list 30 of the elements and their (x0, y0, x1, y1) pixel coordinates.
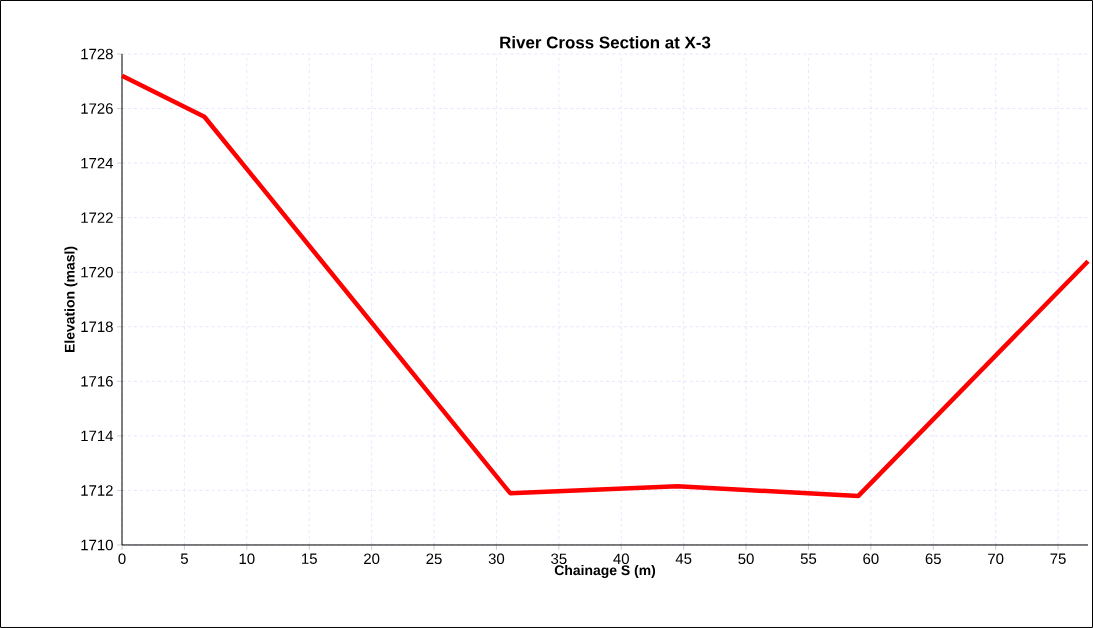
x-tick-label: 40 (613, 553, 629, 565)
x-tick-label: 70 (988, 553, 1004, 565)
y-tick-label: 1718 (81, 321, 113, 333)
x-tick-label: 45 (675, 553, 692, 564)
y-tick-label: 1714 (81, 430, 114, 442)
chart-title: River Cross Section at X-3 (500, 36, 711, 49)
x-tick-label: 5 (180, 553, 188, 564)
y-tick-label: 1720 (81, 266, 113, 278)
x-tick-label: 60 (863, 553, 879, 565)
y-axis-title: Elevation (masl) (64, 246, 78, 353)
x-tick-label: 75 (1050, 553, 1066, 564)
y-tick-label: 1722 (81, 212, 113, 223)
y-tick-label: 1710 (81, 539, 113, 551)
x-tick-label: 35 (551, 553, 567, 565)
x-tick-label: 55 (800, 553, 817, 564)
y-tick-label: 1716 (81, 376, 113, 387)
y-tick-label: 1726 (81, 103, 113, 114)
x-tick-label: 30 (488, 553, 505, 565)
y-tick-label: 1724 (81, 157, 114, 169)
line-series (119, 73, 1091, 499)
x-tick-label: 20 (364, 553, 380, 565)
y-tick-label: 1712 (81, 485, 113, 496)
x-tick-label: 25 (426, 553, 442, 565)
x-axis-title: Chainage S (m) (554, 564, 656, 578)
x-tick-label: 15 (302, 553, 317, 564)
x-tick-label: 10 (239, 553, 255, 565)
y-tick-label: 1728 (81, 48, 113, 60)
x-tick-label: 65 (925, 553, 941, 565)
x-tick-label: 50 (738, 553, 754, 565)
x-tick-label: 0 (118, 553, 126, 565)
